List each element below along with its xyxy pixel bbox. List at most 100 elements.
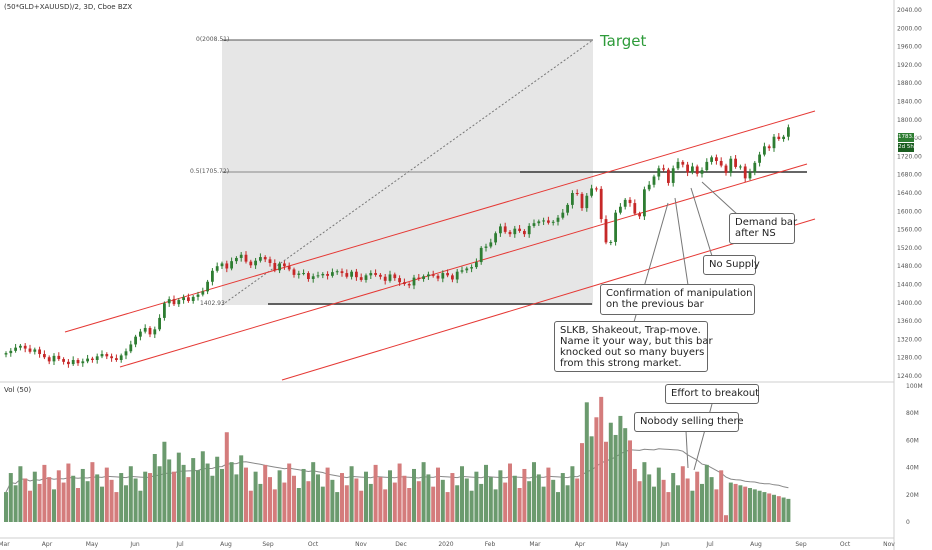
candle-91	[441, 270, 445, 283]
volume-bar-159	[767, 493, 772, 522]
candle-151	[729, 155, 733, 177]
volume-bar-146	[704, 464, 709, 522]
candle-51	[249, 259, 253, 269]
volume-bar-54	[263, 464, 268, 522]
volume-bar-9	[47, 477, 52, 522]
volume-title: Vol (50)	[4, 386, 32, 394]
candle-8	[43, 350, 46, 360]
volume-bar-4	[23, 478, 28, 522]
candle-122	[590, 184, 593, 198]
candle-156	[753, 160, 757, 176]
volume-bar-38	[186, 477, 191, 522]
volume-bar-143	[690, 490, 695, 522]
y-tick-label: 2000.00	[897, 25, 922, 32]
candle-126	[609, 240, 613, 246]
candle-67	[326, 271, 329, 280]
volume-bar-14	[71, 475, 76, 522]
y-tick-label: 1920.00	[897, 62, 922, 69]
candle-74	[359, 273, 363, 282]
candle-145	[700, 167, 704, 178]
channel-middle-line	[119, 163, 808, 368]
volume-bar-155	[748, 488, 752, 522]
volume-bar-19	[95, 474, 100, 522]
candle-112	[542, 217, 545, 226]
volume-bar-66	[320, 486, 325, 522]
candle-131	[633, 199, 637, 216]
candle-11	[57, 352, 61, 361]
candle-45	[220, 261, 224, 269]
callout-confirmation: Confirmation of manipulation on the prev…	[600, 284, 755, 315]
candle-143	[691, 162, 694, 175]
volume-bar-116	[560, 473, 565, 522]
volume-bar-10	[52, 489, 56, 522]
volume-bar-132	[637, 481, 642, 522]
volume-bar-120	[580, 443, 584, 522]
volume-bar-46	[224, 432, 229, 522]
fib-mid-label: 0.5(1705.72)	[190, 168, 230, 175]
volume-bar-12	[61, 482, 66, 522]
volume-bar-43	[210, 475, 215, 522]
volume-bar-160	[772, 494, 776, 522]
volume-bar-138	[666, 492, 671, 522]
volume-bar-57	[277, 470, 282, 522]
volume-bar-126	[608, 422, 613, 522]
volume-bar-56	[272, 489, 277, 522]
candle-19	[95, 353, 99, 364]
volume-bar-110	[532, 462, 536, 522]
x-tick-label: Sep	[262, 541, 274, 548]
candle-50	[244, 251, 248, 264]
candle-142	[686, 161, 689, 177]
candle-35	[172, 295, 176, 307]
candle-113	[547, 216, 550, 225]
y-tick-label: 1880.00	[897, 80, 922, 87]
candle-41	[201, 287, 205, 297]
candle-9	[47, 355, 51, 365]
pointer-nobody-selling	[685, 430, 689, 469]
candle-64	[311, 273, 315, 283]
volume-bar-33	[162, 441, 167, 522]
volume-bar-105	[508, 463, 512, 522]
candle-21	[105, 352, 109, 360]
volume-bar-125	[604, 441, 608, 522]
volume-bar-34	[167, 459, 172, 522]
volume-bar-75	[364, 471, 368, 522]
volume-bar-131	[632, 468, 637, 522]
candle-160	[772, 133, 776, 152]
x-tick-label: Apr	[575, 541, 586, 548]
volume-bar-128	[618, 415, 623, 522]
candle-162	[782, 134, 785, 142]
x-tick-label: May	[616, 541, 629, 548]
volume-bar-65	[316, 474, 320, 522]
candle-152	[734, 155, 737, 169]
volume-bar-121	[584, 402, 589, 522]
candle-12	[62, 357, 65, 365]
volume-bar-163	[786, 498, 791, 522]
volume-bar-70	[340, 473, 344, 522]
candle-29	[143, 324, 147, 334]
candle-90	[436, 273, 440, 282]
volume-bar-117	[565, 485, 570, 522]
volume-bar-127	[613, 434, 618, 522]
candle-82	[398, 275, 401, 286]
volume-bar-76	[368, 483, 373, 522]
channel-lower-line	[281, 218, 816, 381]
volume-tick-label: 40M	[906, 465, 919, 472]
volume-bar-5	[28, 490, 32, 522]
candle-7	[38, 346, 41, 358]
volume-bar-130	[628, 440, 632, 522]
volume-bar-161	[776, 496, 781, 522]
x-tick-label: May	[86, 541, 99, 548]
candle-77	[374, 269, 377, 277]
y-tick-label: 1360.00	[897, 318, 922, 325]
symbol-title: (50*GLD+XAUUSD)/2, 3D, Cboe BZX	[4, 3, 133, 11]
candle-106	[513, 225, 517, 238]
volume-bar-153	[738, 485, 743, 522]
volume-bar-27	[133, 478, 138, 522]
y-tick-label: 2040.00	[897, 7, 922, 14]
countdown-badge: 2d 5h	[898, 143, 914, 152]
x-tick-label: Jul	[175, 541, 184, 548]
candle-92	[446, 269, 449, 278]
volume-bar-77	[373, 464, 378, 522]
volume-bar-60	[292, 475, 296, 522]
x-tick-label: Dec	[395, 541, 407, 548]
